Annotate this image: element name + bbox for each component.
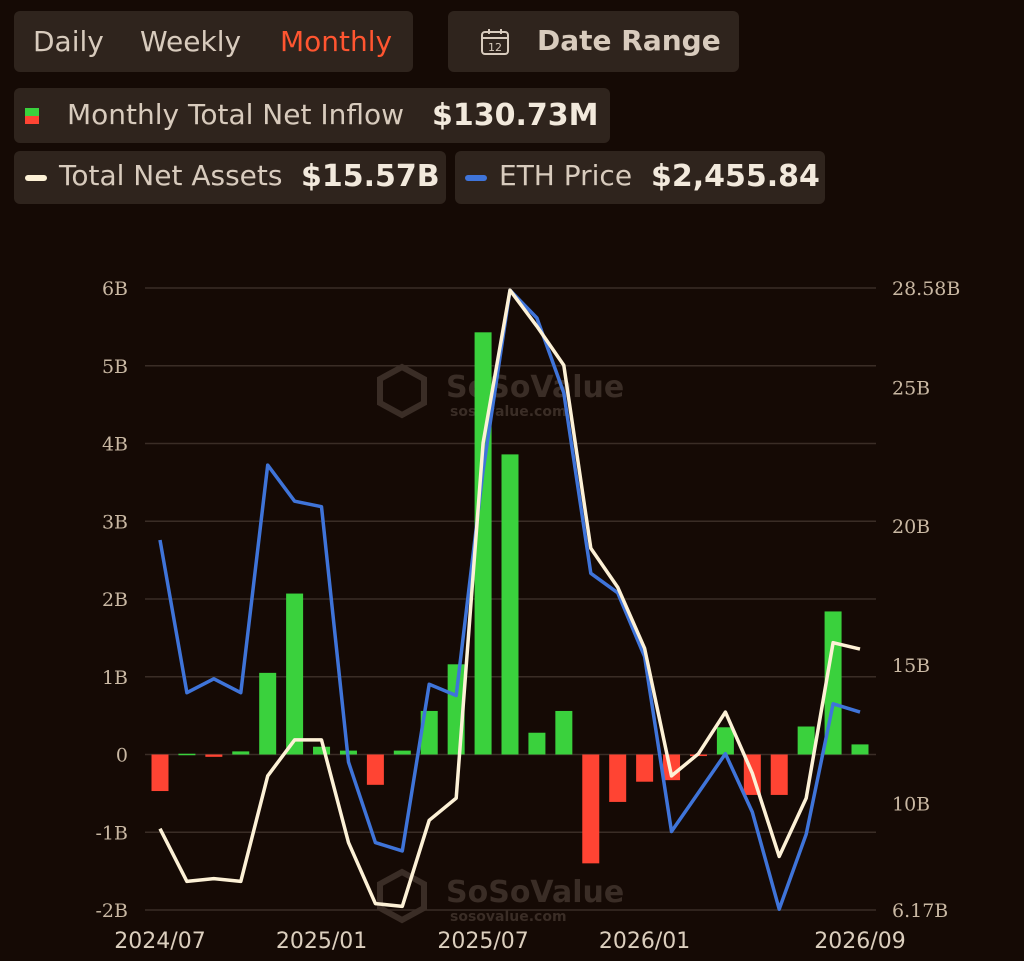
left-tick-label: 4B [102,434,128,456]
sosovalue-logo-icon [377,363,427,419]
legend-eth-label: ETH Price [499,159,633,192]
left-tick-label: 1B [102,667,128,689]
watermark-layer: SoSoValue sosovalue.com SoSoValue sosova… [377,363,624,925]
inflow-bar [286,593,304,755]
tab-monthly[interactable]: Monthly [280,25,393,58]
inflow-bar [609,754,627,802]
inflow-bar [393,750,411,755]
tab-weekly[interactable]: Weekly [140,25,242,58]
inflow-bar [555,710,573,755]
inflow-bar [313,746,331,755]
tab-daily[interactable]: Daily [33,25,104,58]
inflow-bar [636,754,654,782]
inflow-bar [770,754,788,795]
left-tick-label: 2B [102,589,128,611]
inflow-bar [420,710,438,755]
legend-assets-label: Total Net Assets [59,159,283,192]
legend-assets[interactable]: Total Net Assets $15.57B [14,151,446,204]
legend-eth[interactable]: ETH Price $2,455.84 [455,151,825,204]
right-tick-label: 20B [892,516,930,538]
line-layer [158,288,861,911]
date-range-button[interactable]: 12 Date Range [448,11,739,72]
total-net-assets-line [158,288,861,909]
x-tick-label: 2025/07 [437,929,528,954]
inflow-bar [582,754,600,864]
watermark-url: sosovalue.com [450,404,567,420]
legend-inflow[interactable]: Monthly Total Net Inflow $130.73M [14,88,610,143]
inflow-chart: SoSoValue sosovalue.com SoSoValue sosova… [96,278,961,954]
inflow-bar [851,744,869,755]
inflow-bar [232,751,250,755]
left-tick-label: 5B [102,356,128,378]
left-tick-label: 3B [102,511,128,533]
right-tick-label: 28.58B [892,278,960,300]
inflow-bar [178,753,196,756]
inflow-bar [797,726,815,755]
left-tick-label: -2B [96,900,128,922]
right-tick-label: 25B [892,377,930,399]
inflow-bar [151,754,169,792]
inflow-bar [259,672,277,755]
watermark-bottom: SoSoValue sosovalue.com [377,868,624,925]
inflow-bar [501,454,519,755]
eth-swatch [465,175,487,181]
inflow-bar [528,732,546,755]
watermark-brand: SoSoValue [446,370,624,405]
legend-inflow-label: Monthly Total Net Inflow [67,98,405,131]
x-tick-label: 2026/09 [814,929,905,954]
inflow-bar [716,727,734,755]
date-range-label: Date Range [537,24,721,57]
legend-inflow-value: $130.73M [432,98,599,133]
calendar-icon: 12 [481,29,509,55]
watermark-top: SoSoValue sosovalue.com [377,363,624,420]
bar-layer [151,332,869,864]
right-tick-label: 10B [892,794,930,816]
sosovalue-logo-icon [377,868,427,924]
axis-layer: -2B -1B 0 1B 2B 3B 4B 5B 6B 6.17B 10B 15B 20B 25B 28.5… [96,278,961,954]
watermark-url: sosovalue.com [450,909,567,925]
inflow-bar [205,754,223,757]
legend-eth-value: $2,455.84 [651,159,820,194]
watermark-brand: SoSoValue [446,875,624,910]
x-tick-label: 2026/01 [599,929,690,954]
right-tick-label: 15B [892,655,930,677]
x-tick-label: 2025/01 [276,929,367,954]
period-tabs: Daily Weekly Monthly [14,11,413,72]
left-tick-label: -1B [96,822,128,844]
inflow-swatch [25,108,39,124]
inflow-bar [366,754,384,785]
left-tick-label: 0 [116,745,128,767]
right-tick-label: 6.17B [892,900,948,922]
calendar-icon-day: 12 [488,41,502,54]
legend-assets-value: $15.57B [301,159,440,194]
x-tick-label: 2024/07 [114,929,205,954]
assets-swatch [25,175,47,181]
left-tick-label: 6B [102,278,128,300]
